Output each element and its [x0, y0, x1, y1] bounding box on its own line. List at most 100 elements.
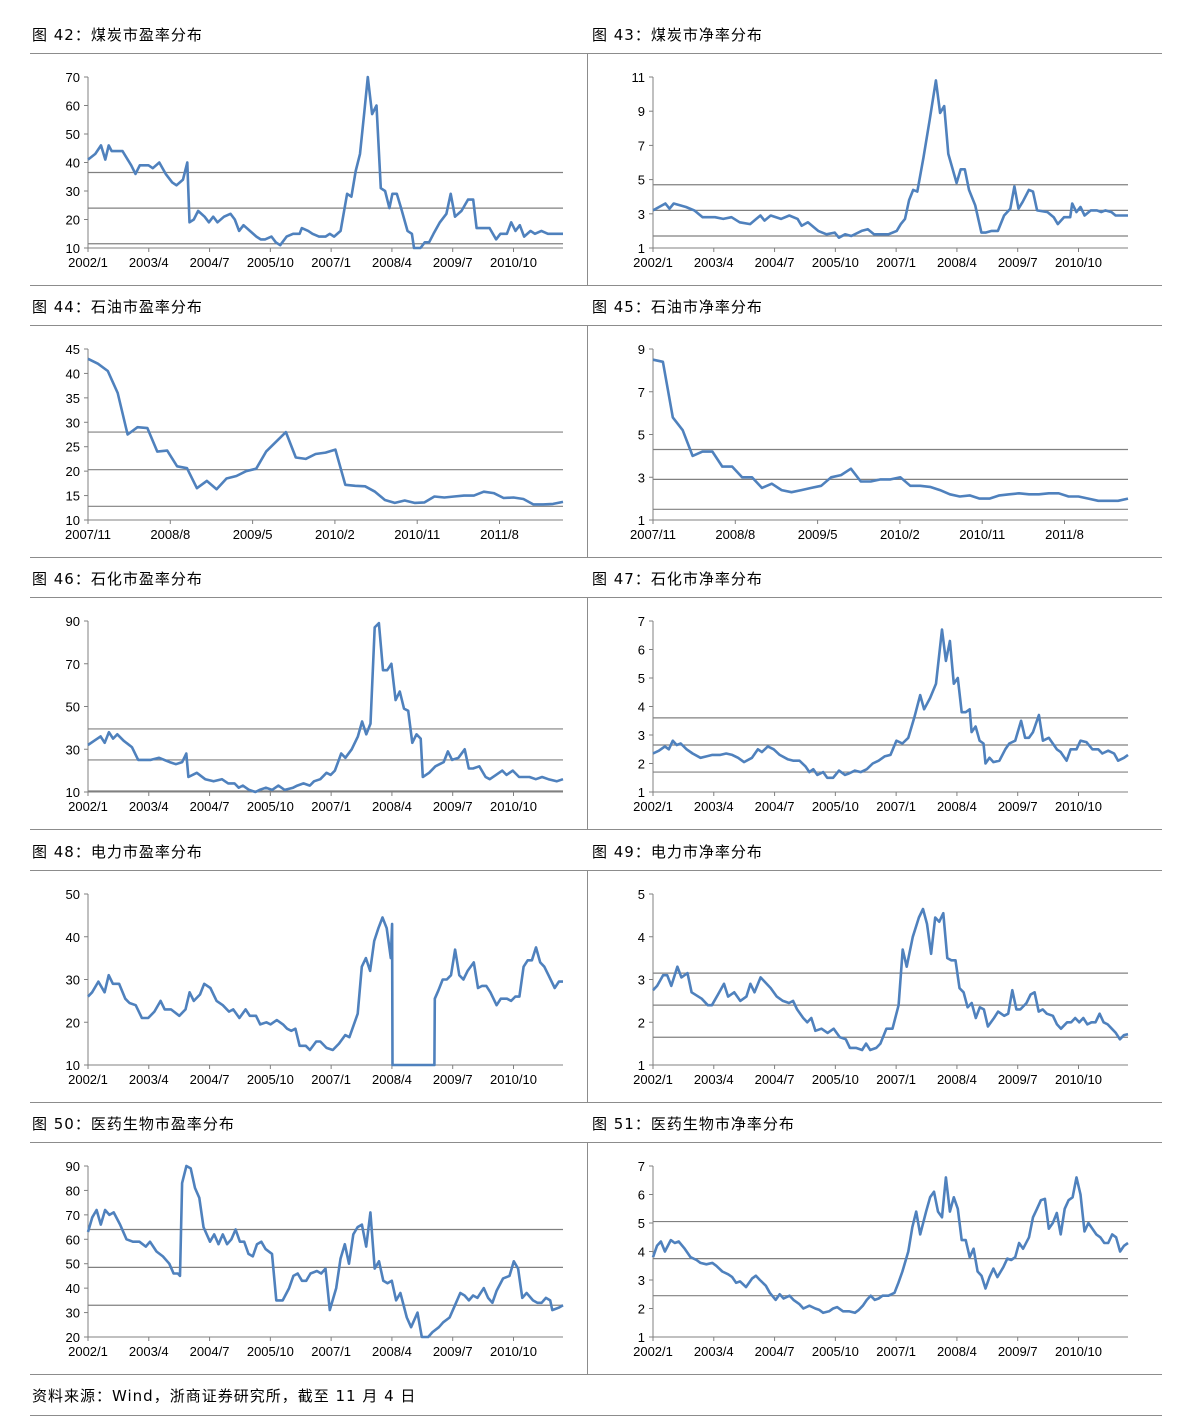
y-tick-label: 20 — [66, 1330, 80, 1345]
x-tick-label: 2003/4 — [694, 1072, 734, 1087]
x-tick-label: 2010/11 — [394, 527, 440, 542]
chart-title: 图 42：煤炭市盈率分布 — [32, 26, 203, 44]
series-line — [652, 358, 1129, 503]
chart-title: 图 47：石化市净率分布 — [592, 570, 763, 588]
y-tick-label: 90 — [66, 1159, 80, 1174]
y-tick-label: 40 — [66, 156, 80, 171]
x-tick-label: 2007/1 — [311, 799, 351, 814]
column-divider — [587, 53, 588, 285]
x-tick-label: 2011/8 — [1045, 527, 1084, 542]
column-divider — [587, 325, 588, 557]
y-tick-label: 20 — [66, 213, 80, 228]
x-tick-label: 2003/4 — [129, 1344, 169, 1359]
x-tick-label: 2004/7 — [190, 799, 230, 814]
x-tick-label: 2002/1 — [68, 255, 108, 270]
y-tick-label: 30 — [66, 1306, 80, 1321]
x-tick-label: 2010/10 — [1055, 255, 1102, 270]
y-tick-label: 1 — [638, 1330, 645, 1345]
x-tick-label: 2008/4 — [372, 799, 412, 814]
chart-coal-pe: 10 20 30 40 50 60 70 2002/1 2003/4 2004/7 2005/10 2… — [66, 70, 563, 270]
x-tick-label: 2002/1 — [68, 1072, 108, 1087]
x-tick-label: 2004/7 — [190, 255, 230, 270]
y-tick-label: 60 — [66, 99, 80, 114]
x-tick-label: 2003/4 — [129, 1072, 169, 1087]
y-tick-label: 4 — [638, 700, 645, 715]
chart-pharma-pb: 1 2 3 4 5 6 7 2002/1 2003/4 2004/7 2005/10 2007/1 20… — [633, 1159, 1129, 1359]
x-tick-label: 2007/1 — [876, 1344, 916, 1359]
y-tick-label: 70 — [66, 1208, 80, 1223]
y-tick-label: 6 — [638, 1188, 645, 1203]
x-tick-label: 2009/5 — [233, 527, 273, 542]
x-tick-label: 2007/11 — [65, 527, 111, 542]
y-tick-label: 1 — [638, 1058, 645, 1073]
x-tick-label: 2004/7 — [755, 255, 795, 270]
series-line — [652, 79, 1128, 239]
column-divider — [587, 597, 588, 829]
x-tick-label: 2005/10 — [247, 255, 294, 270]
chart-title: 图 43：煤炭市净率分布 — [592, 26, 763, 44]
chart-oil-pe: 10 15 20 25 30 35 40 45 2007/11 2008/8 2009/5 2010/… — [65, 342, 564, 542]
x-tick-label: 2003/4 — [694, 255, 734, 270]
y-tick-label: 3 — [638, 728, 645, 743]
y-tick-label: 40 — [66, 930, 80, 945]
y-tick-label: 10 — [66, 513, 80, 528]
y-tick-label: 50 — [66, 887, 80, 902]
divider — [30, 1102, 1162, 1103]
x-tick-label: 2008/4 — [937, 1072, 977, 1087]
y-tick-label: 25 — [66, 440, 80, 455]
chart-title: 图 46：石化市盈率分布 — [32, 570, 203, 588]
chart-title: 图 45：石油市净率分布 — [592, 298, 763, 316]
divider — [30, 53, 1162, 54]
y-tick-label: 50 — [66, 700, 80, 715]
y-tick-label: 2 — [638, 757, 645, 772]
x-tick-label: 2010/10 — [490, 1344, 537, 1359]
y-tick-label: 10 — [66, 785, 80, 800]
series-line — [87, 916, 563, 1067]
y-tick-label: 4 — [638, 1245, 645, 1260]
x-tick-label: 2010/11 — [959, 527, 1005, 542]
x-tick-label: 2004/7 — [190, 1344, 230, 1359]
chart-title: 图 51：医药生物市净率分布 — [592, 1115, 795, 1133]
x-tick-label: 2002/1 — [633, 799, 673, 814]
y-tick-label: 3 — [638, 207, 645, 222]
x-tick-label: 2008/4 — [937, 1344, 977, 1359]
y-tick-label: 80 — [66, 1183, 80, 1198]
series-line — [87, 357, 564, 506]
y-tick-label: 2 — [638, 1302, 645, 1317]
y-tick-label: 35 — [66, 391, 80, 406]
x-tick-label: 2008/4 — [937, 255, 977, 270]
x-tick-label: 2003/4 — [129, 255, 169, 270]
divider — [30, 285, 1162, 286]
y-tick-label: 15 — [66, 489, 80, 504]
x-tick-label: 2002/1 — [633, 1072, 673, 1087]
x-tick-label: 2010/2 — [880, 527, 920, 542]
x-tick-label: 2005/10 — [812, 799, 859, 814]
y-tick-label: 30 — [66, 973, 80, 988]
chart-petrochem-pb: 1 2 3 4 5 6 7 2002/1 2003/4 2004/7 2005/10 2007/1 20… — [633, 614, 1129, 814]
x-tick-label: 2009/7 — [433, 1344, 473, 1359]
x-tick-label: 2007/1 — [311, 255, 351, 270]
chart-title: 图 44：石油市盈率分布 — [32, 298, 203, 316]
y-tick-label: 70 — [66, 657, 80, 672]
x-tick-label: 2005/10 — [812, 255, 859, 270]
divider — [30, 1142, 1162, 1143]
y-tick-label: 1 — [638, 785, 645, 800]
divider — [30, 597, 1162, 598]
x-tick-label: 2004/7 — [755, 1344, 795, 1359]
x-tick-label: 2009/7 — [433, 255, 473, 270]
chart-petrochem-pe: 10 30 50 70 90 2002/1 2003/4 2004/7 2005/10 2007/… — [66, 614, 564, 814]
x-tick-label: 2003/4 — [694, 1344, 734, 1359]
chart-title: 图 50：医药生物市盈率分布 — [32, 1115, 235, 1133]
y-tick-label: 50 — [66, 127, 80, 142]
y-tick-label: 7 — [638, 1159, 645, 1174]
x-tick-label: 2004/7 — [755, 799, 795, 814]
x-tick-label: 2002/1 — [633, 255, 673, 270]
x-tick-label: 2004/7 — [190, 1072, 230, 1087]
chart-power-pb: 1 2 3 4 5 2002/1 2003/4 2004/7 2005/10 2007/1 2008… — [633, 887, 1129, 1087]
series-line — [652, 628, 1129, 780]
chart-title: 图 48：电力市盈率分布 — [32, 843, 203, 861]
x-tick-label: 2002/1 — [633, 1344, 673, 1359]
x-tick-label: 2008/4 — [372, 1344, 412, 1359]
y-tick-label: 7 — [638, 614, 645, 629]
x-tick-label: 2008/8 — [715, 527, 755, 542]
